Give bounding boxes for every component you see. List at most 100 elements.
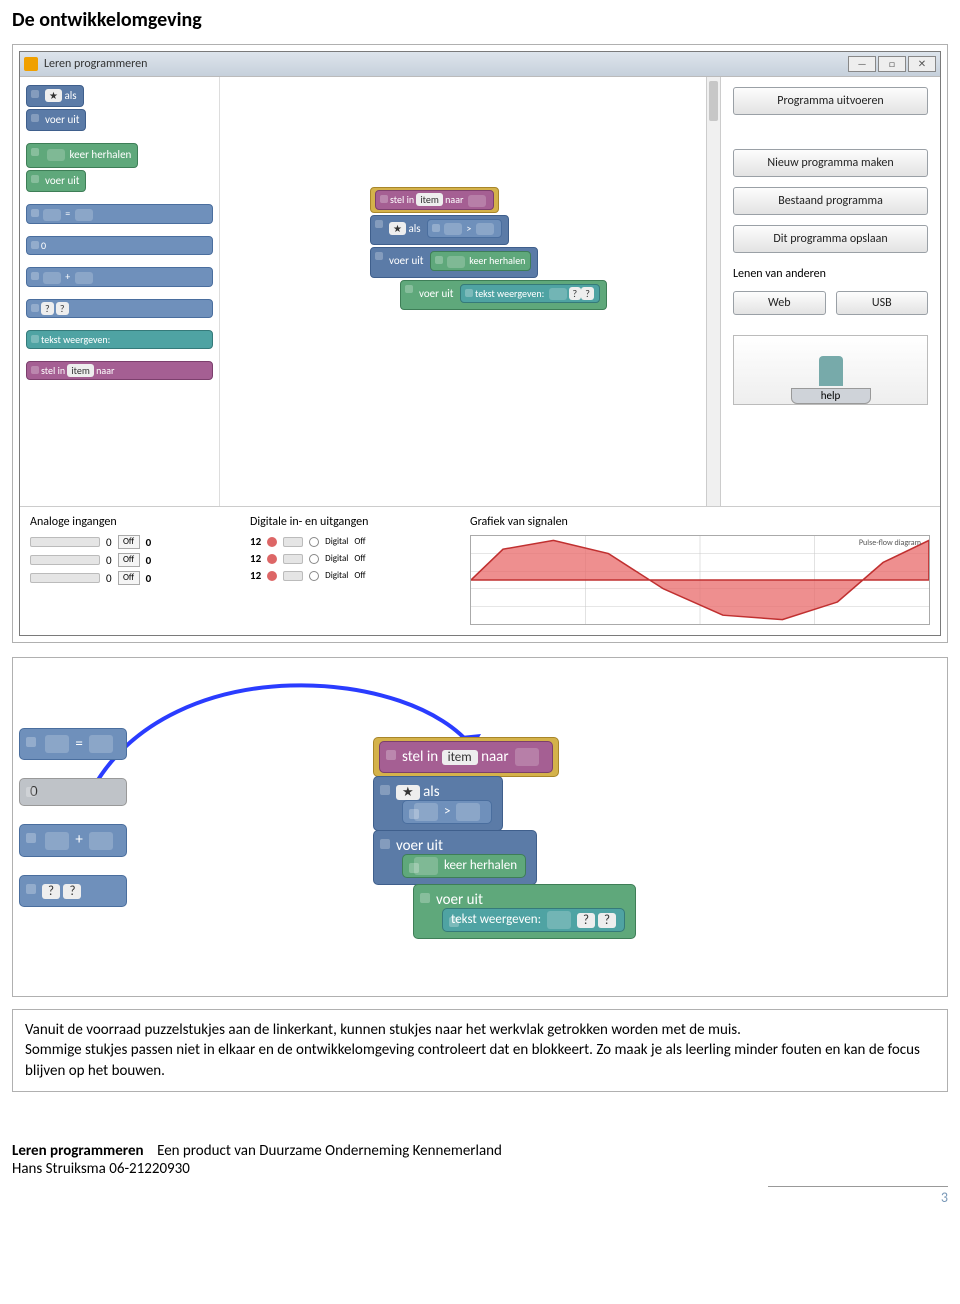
zoom-canvas-stack[interactable]: stel in item naar ★ als > voer uit keer …: [373, 738, 636, 939]
block-text[interactable]: tekst weergeven:: [26, 330, 213, 349]
led-icon: [267, 537, 277, 547]
canvas-block-stack[interactable]: stel in item naar ★ als > voer uit keer …: [370, 187, 607, 312]
block-set[interactable]: stel in item naar: [26, 361, 213, 380]
page-number: 3: [768, 1186, 948, 1206]
run-button[interactable]: Programma uitvoeren: [733, 87, 928, 115]
z-eq-l: =: [75, 735, 82, 753]
analog-slider[interactable]: [30, 537, 100, 547]
z-if[interactable]: ★ als >: [373, 776, 503, 831]
z-do[interactable]: voer uit keer herhalen: [373, 830, 537, 885]
z-plus-l: +: [75, 831, 82, 849]
maximize-button[interactable]: □: [878, 56, 906, 72]
analog-num: 0: [106, 572, 112, 585]
c-if[interactable]: ★ als >: [370, 215, 509, 246]
radio-icon[interactable]: [309, 554, 319, 564]
radio-icon[interactable]: [309, 571, 319, 581]
analog-value: 0: [146, 554, 152, 567]
digital-state: Off: [354, 570, 365, 581]
zs-item: item: [442, 750, 478, 765]
digital-pin: 12: [250, 535, 261, 548]
block-highlight-wrap: stel in item naar: [370, 187, 499, 213]
window-title: Leren programmeren: [44, 57, 147, 71]
io-section: Analoge ingangen 0 Off 0 0 Off 0 0 Off: [20, 506, 940, 635]
digital-row: 12 Digital Off: [250, 535, 450, 548]
c-rd-l: voer uit: [419, 287, 453, 300]
digital-slider[interactable]: [283, 537, 303, 547]
led-icon: [267, 571, 277, 581]
c-text[interactable]: tekst weergeven: ??: [460, 284, 600, 304]
block-repeat-do[interactable]: voer uit: [26, 170, 86, 192]
zs2: naar: [481, 748, 508, 766]
radio-icon[interactable]: [309, 537, 319, 547]
block-palette: ★ als voer uit keer herhalen voer uit = …: [20, 77, 220, 506]
analog-off-badge[interactable]: Off: [118, 553, 140, 567]
block-if[interactable]: ★ als: [26, 85, 84, 107]
open-program-button[interactable]: Bestaand programma: [733, 187, 928, 215]
c-text-l: tekst weergeven:: [475, 287, 544, 300]
z-rep-l: keer herhalen: [444, 859, 517, 874]
z-block-plus[interactable]: +: [19, 824, 127, 856]
c-if-label: als: [408, 222, 420, 235]
z-text-l: tekst weergeven:: [451, 913, 541, 928]
c-repeat-do[interactable]: voer uit tekst weergeven: ??: [400, 280, 607, 311]
analog-inputs: Analoge ingangen 0 Off 0 0 Off 0 0 Off: [30, 515, 230, 625]
help-button[interactable]: help: [733, 335, 928, 405]
c-gt-l: >: [466, 222, 471, 235]
digital-io: Digitale in- en uitgangen 12 Digital Off…: [250, 515, 450, 625]
block-equals[interactable]: =: [26, 204, 213, 224]
screenshot-container-1: Leren programmeren — □ ✕ ★ als voer uit …: [12, 44, 948, 643]
footer-author: Hans Struiksma 06-21220930: [12, 1160, 948, 1178]
digital-slider[interactable]: [283, 554, 303, 564]
block-plus[interactable]: +: [26, 267, 213, 287]
c-repeat[interactable]: keer herhalen: [430, 251, 531, 271]
usb-button[interactable]: USB: [836, 291, 929, 315]
block-question[interactable]: ? ?: [26, 299, 213, 318]
c-set-item: item: [416, 193, 443, 206]
zs1: stel in: [402, 748, 438, 766]
analog-slider[interactable]: [30, 555, 100, 565]
analog-off-badge[interactable]: Off: [118, 535, 140, 549]
z-gt[interactable]: >: [402, 800, 492, 824]
digital-row: 12 Digital Off: [250, 569, 450, 582]
analog-value: 0: [146, 536, 152, 549]
graph-inner-title: Pulse-flow diagram: [859, 538, 921, 548]
web-button[interactable]: Web: [733, 291, 826, 315]
z-block-zero[interactable]: 0: [19, 778, 127, 806]
minimize-button[interactable]: —: [848, 56, 876, 72]
z-block-equals[interactable]: =: [19, 728, 127, 760]
analog-off-badge[interactable]: Off: [118, 571, 140, 585]
workspace-canvas[interactable]: stel in item naar ★ als > voer uit keer …: [220, 77, 706, 506]
z-do-l: voer uit: [396, 837, 443, 855]
digital-mode: Digital: [325, 536, 348, 547]
signal-graph-col: Grafiek van signalen Pulse-flow diagram: [470, 515, 930, 625]
block-zero[interactable]: 0: [26, 236, 213, 255]
c-rep-l: keer herhalen: [469, 254, 525, 267]
digital-slider[interactable]: [283, 571, 303, 581]
block-repeat-label: keer herhalen: [70, 148, 132, 161]
block-do[interactable]: voer uit: [26, 109, 86, 131]
titlebar: Leren programmeren — □ ✕: [20, 52, 940, 76]
block-repeat[interactable]: keer herhalen: [26, 143, 138, 168]
digital-pin: 12: [250, 569, 261, 582]
analog-title: Analoge ingangen: [30, 515, 230, 529]
vertical-scrollbar[interactable]: [706, 77, 720, 506]
close-button[interactable]: ✕: [908, 56, 936, 72]
new-program-button[interactable]: Nieuw programma maken: [733, 149, 928, 177]
digital-title: Digitale in- en uitgangen: [250, 515, 450, 529]
z-set[interactable]: stel in item naar: [379, 741, 553, 773]
z-text[interactable]: tekst weergeven: ? ?: [442, 908, 625, 932]
z-if-l: als: [423, 783, 440, 801]
z-rd-l: voer uit: [436, 891, 483, 909]
equals-label: =: [65, 207, 70, 220]
save-program-button[interactable]: Dit programma opslaan: [733, 225, 928, 253]
footer-subtitle: Een product van Duurzame Onderneming Ken…: [157, 1142, 502, 1160]
analog-value: 0: [146, 572, 152, 585]
z-repeat[interactable]: keer herhalen: [402, 854, 526, 878]
digital-mode: Digital: [325, 570, 348, 581]
z-block-question[interactable]: ? ?: [19, 875, 127, 907]
block-set-canvas[interactable]: stel in item naar: [375, 190, 494, 210]
c-do[interactable]: voer uit keer herhalen: [370, 247, 538, 278]
c-gt[interactable]: >: [427, 219, 502, 239]
analog-slider[interactable]: [30, 573, 100, 583]
z-repeat-do[interactable]: voer uit tekst weergeven: ? ?: [413, 884, 636, 939]
